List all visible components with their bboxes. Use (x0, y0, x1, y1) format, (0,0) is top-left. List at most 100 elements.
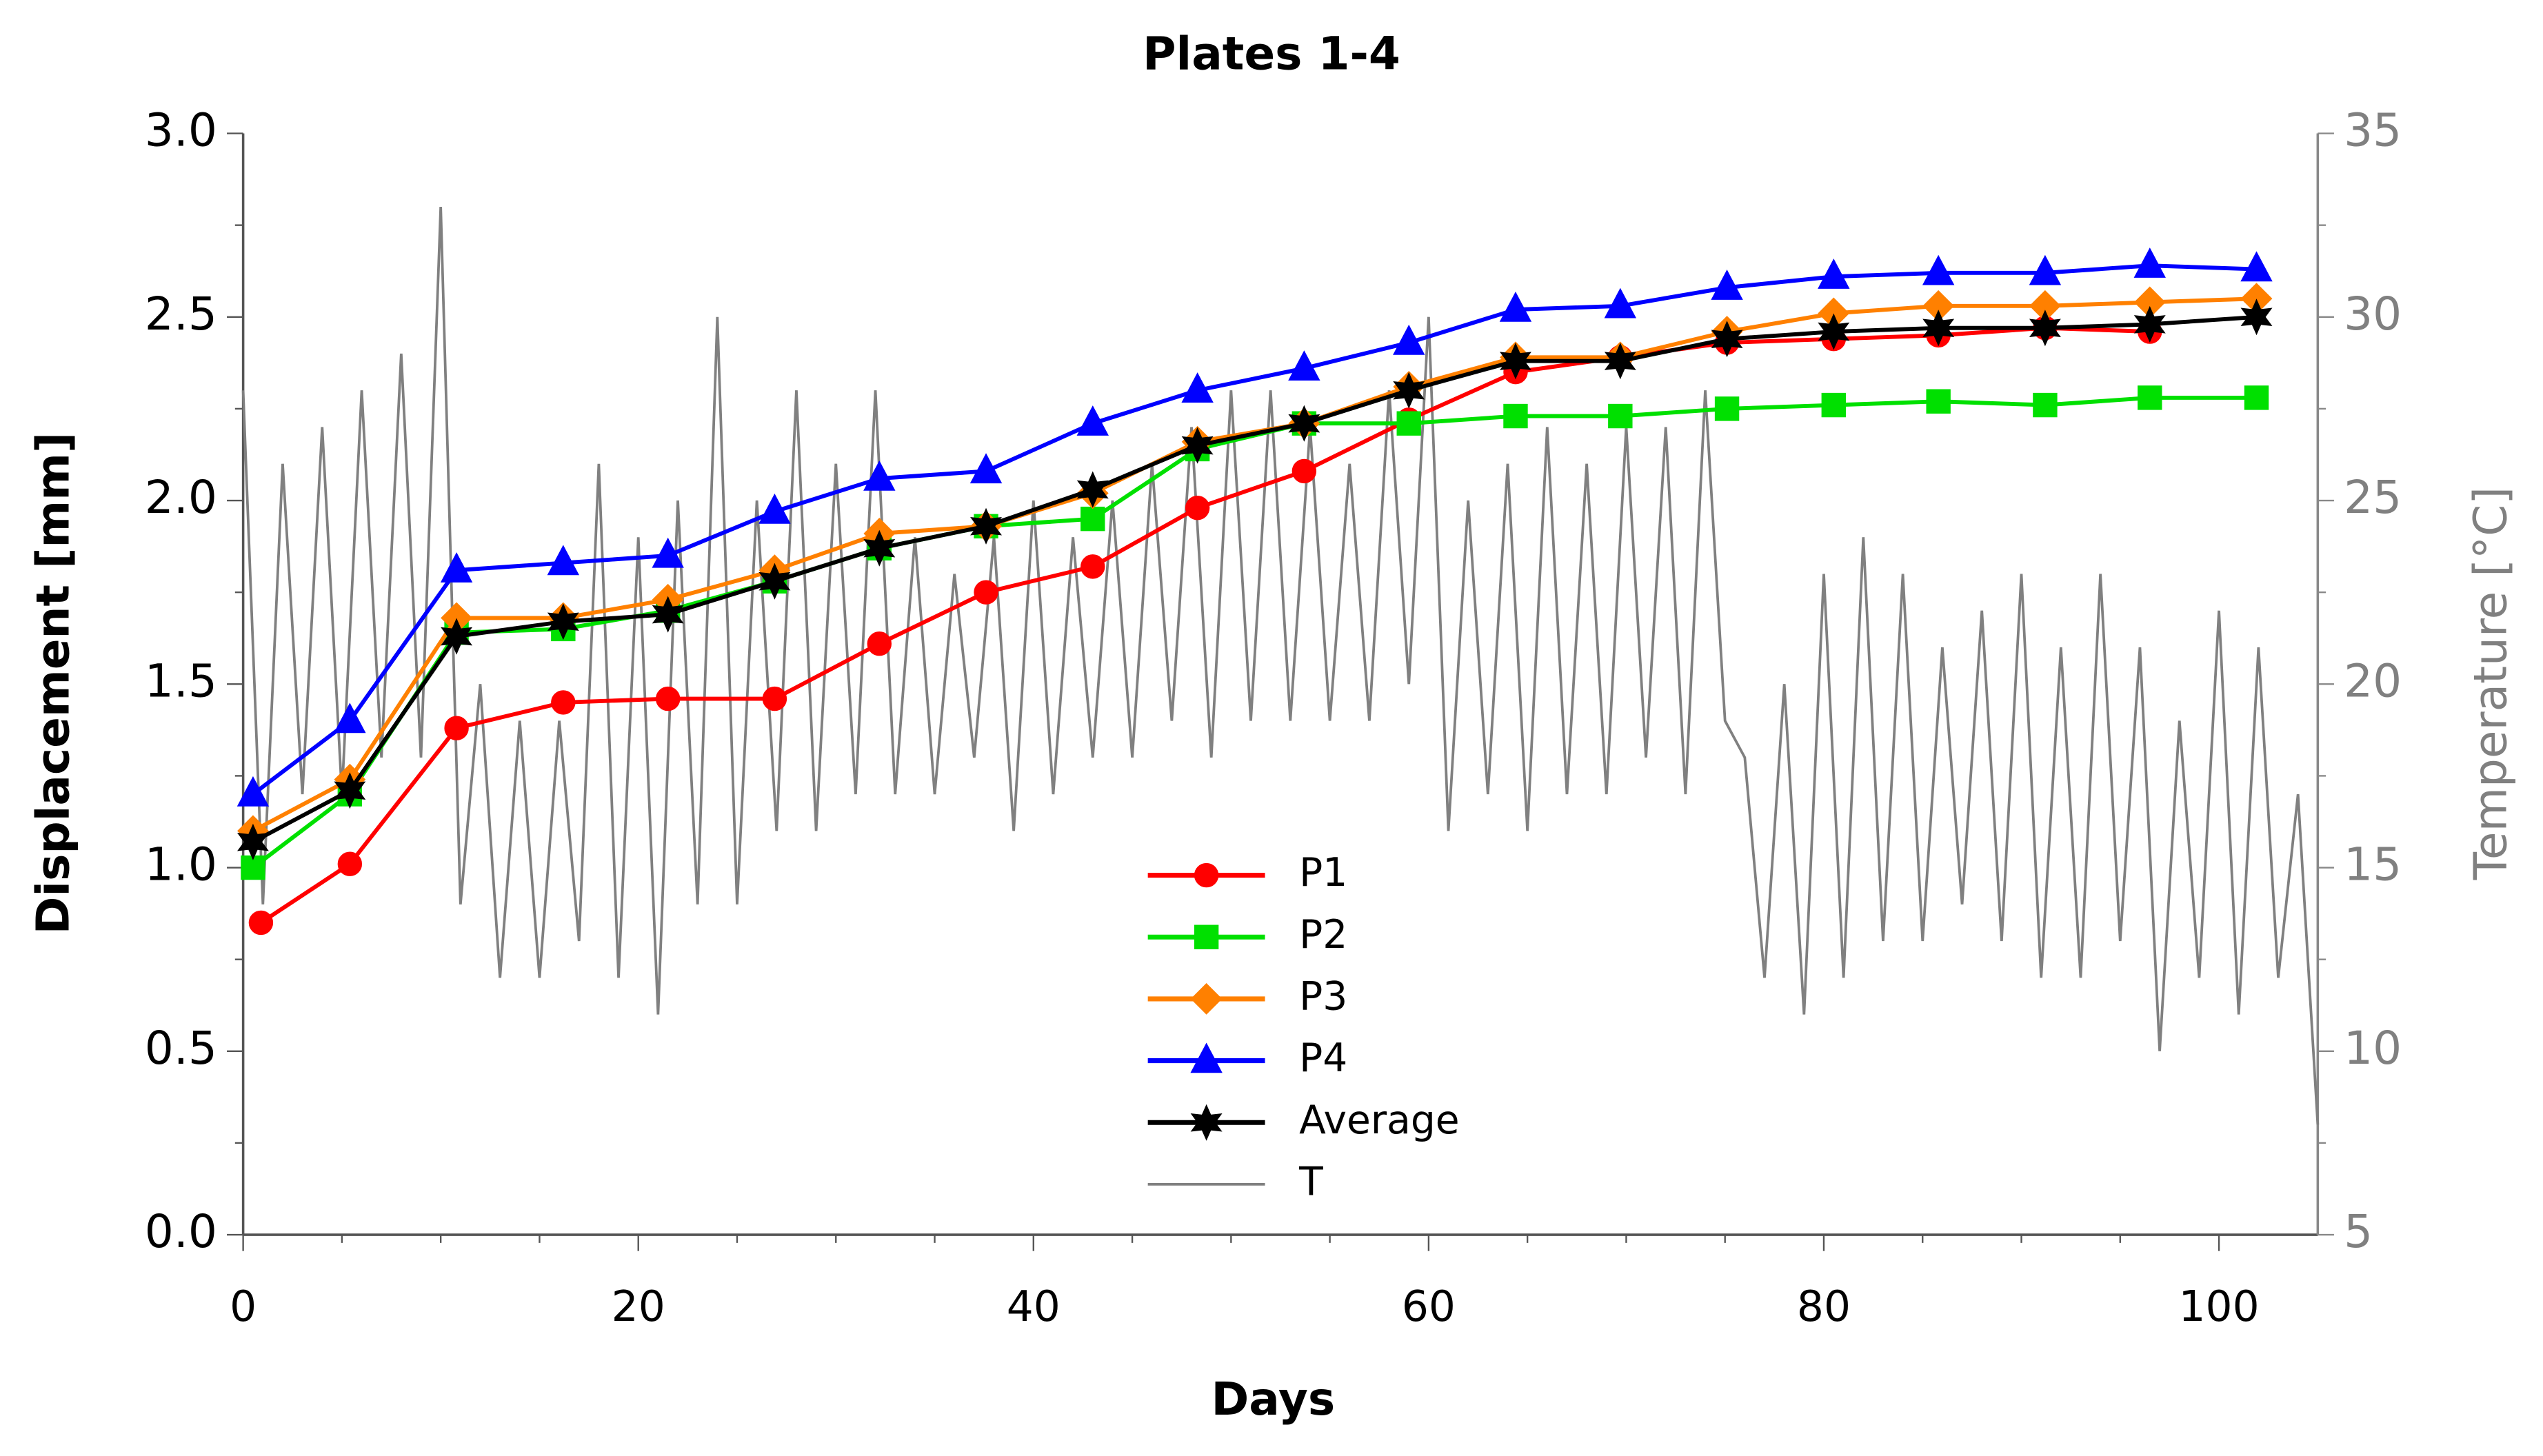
legend-label: P1 (1299, 850, 1347, 896)
marker (1714, 396, 1740, 421)
marker (334, 702, 366, 734)
marker (444, 716, 469, 740)
y-tick-label: 2.0 (145, 471, 217, 524)
y2-tick-label: 20 (2344, 654, 2402, 707)
y2-tick-label: 25 (2344, 471, 2402, 524)
marker (1185, 495, 1210, 520)
series-line (252, 314, 2257, 844)
series-line (252, 263, 2257, 796)
marker (1181, 427, 1214, 464)
marker (2133, 305, 2166, 343)
marker (1604, 343, 1636, 380)
legend-label: Average (1299, 1098, 1460, 1143)
x-tick-label: 0 (230, 1282, 257, 1331)
marker (1190, 1042, 1223, 1073)
y-tick-label: 0.5 (145, 1022, 217, 1075)
y2-tick-label: 30 (2344, 287, 2402, 341)
y-tick-label: 2.5 (145, 287, 217, 341)
marker (337, 851, 363, 876)
marker (969, 453, 1003, 484)
marker (1080, 554, 1105, 579)
x-tick-label: 100 (2179, 1282, 2260, 1331)
marker (248, 910, 274, 936)
marker (547, 545, 580, 576)
marker (2240, 251, 2273, 282)
marker (1604, 287, 1637, 318)
marker (1926, 389, 1951, 414)
marker (1181, 372, 1214, 403)
marker (863, 529, 896, 567)
marker (1190, 982, 1223, 1015)
marker (758, 493, 791, 524)
x-tick-label: 20 (612, 1282, 665, 1331)
marker (1922, 310, 1955, 347)
marker (440, 552, 473, 583)
marker (1503, 403, 1528, 429)
x-axis-label: Days (1211, 1373, 1335, 1426)
marker (334, 772, 366, 809)
marker (970, 507, 1002, 545)
marker (762, 686, 787, 711)
marker (1076, 471, 1109, 508)
marker (1288, 350, 1320, 381)
marker (2029, 254, 2062, 285)
series-line (241, 206, 2320, 1125)
legend-label: P2 (1299, 912, 1347, 958)
x-tick-label: 60 (1402, 1282, 1456, 1331)
marker (441, 618, 473, 655)
marker (974, 580, 998, 605)
chart-title: Plates 1-4 (1143, 28, 1400, 81)
marker (551, 690, 576, 715)
x-tick-label: 40 (1007, 1282, 1061, 1331)
marker (237, 823, 269, 860)
marker (1821, 392, 1847, 418)
marker (1711, 321, 1743, 358)
marker (863, 460, 896, 491)
x-tick-label: 80 (1797, 1282, 1851, 1331)
y-tick-label: 1.0 (145, 838, 217, 891)
marker (1190, 1104, 1223, 1141)
marker (1818, 259, 1850, 289)
y2-tick-label: 35 (2344, 104, 2402, 157)
legend-label: P3 (1299, 974, 1347, 1020)
marker (2029, 310, 2061, 347)
marker (652, 596, 684, 633)
y2-tick-label: 15 (2344, 838, 2402, 891)
marker (1393, 372, 1425, 409)
marker (1076, 405, 1109, 436)
marker (1711, 270, 1743, 300)
marker (1194, 862, 1219, 888)
y2-axis-label: Temperature [°C] (2464, 487, 2517, 880)
marker (1288, 405, 1320, 442)
marker (2138, 385, 2162, 410)
marker (2244, 385, 2269, 410)
y-tick-label: 3.0 (145, 104, 217, 157)
marker (1499, 291, 1532, 322)
y-axis-label: Displacement [mm] (26, 432, 79, 935)
marker (1818, 313, 1850, 350)
marker (2133, 247, 2166, 278)
marker (1499, 343, 1531, 380)
marker (655, 686, 681, 711)
marker (1608, 403, 1633, 429)
marker (1393, 324, 1425, 355)
legend-label: T (1298, 1160, 1323, 1205)
marker (237, 776, 270, 807)
marker (1080, 506, 1105, 532)
marker (547, 603, 579, 640)
y-tick-label: 1.5 (145, 654, 217, 707)
marker (1291, 458, 1317, 484)
marker (1396, 411, 1421, 436)
marker (867, 631, 892, 656)
marker (2033, 392, 2058, 418)
y2-tick-label: 10 (2344, 1022, 2402, 1075)
y-tick-label: 0.0 (145, 1205, 217, 1258)
marker (652, 537, 684, 568)
legend-label: P4 (1299, 1035, 1347, 1081)
marker (2240, 299, 2273, 336)
marker (758, 563, 791, 600)
marker (1194, 924, 1219, 949)
y2-tick-label: 5 (2344, 1205, 2373, 1258)
marker (1922, 254, 1955, 285)
